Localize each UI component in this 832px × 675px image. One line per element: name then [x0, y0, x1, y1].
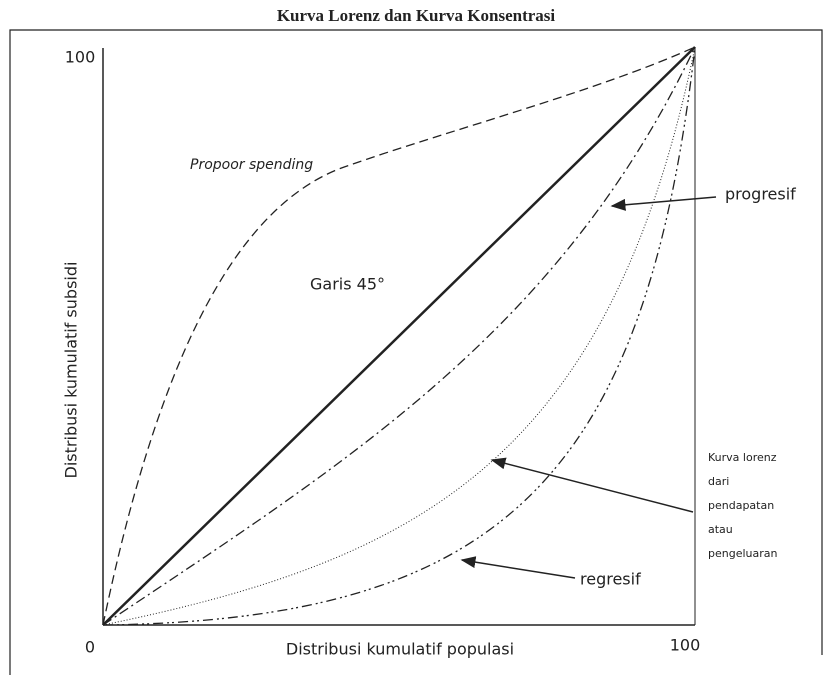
arrow [490, 457, 694, 513]
lorenz-label-line: dari [708, 475, 729, 488]
x-max-label: 100 [670, 636, 701, 655]
regressive-label: regresif [580, 570, 641, 589]
y-axis-label: Distribusi kumulatif subsidi [62, 262, 81, 479]
regressive-curve [102, 46, 696, 626]
arrow [610, 196, 717, 211]
progressive-label: progresif [725, 185, 796, 204]
lorenz-label-line: pendapatan [708, 499, 774, 512]
progressive-curve [102, 46, 696, 626]
propoor-label: Propoor spending [190, 157, 313, 173]
lorenz-label-line: pengeluaran [708, 547, 778, 560]
x-axis-label: Distribusi kumulatif populasi [286, 640, 514, 659]
diagonal-label: Garis 45° [310, 275, 385, 294]
x-min-label: 0 [85, 638, 95, 657]
frame [9, 29, 823, 675]
lorenz-label-line: Kurva lorenz [708, 451, 777, 464]
y-max-label: 100 [65, 48, 96, 67]
lorenz-label: Kurva lorenz dari pendapatan atau pengeluara… [708, 451, 778, 560]
title: Kurva Lorenz dan Kurva Konsentrasi [277, 6, 556, 25]
diagonal-line [102, 46, 696, 626]
lorenz-curve [102, 46, 696, 626]
arrow [460, 556, 576, 579]
propoor-curve [102, 46, 696, 626]
lorenz-label-line: atau [708, 523, 733, 536]
